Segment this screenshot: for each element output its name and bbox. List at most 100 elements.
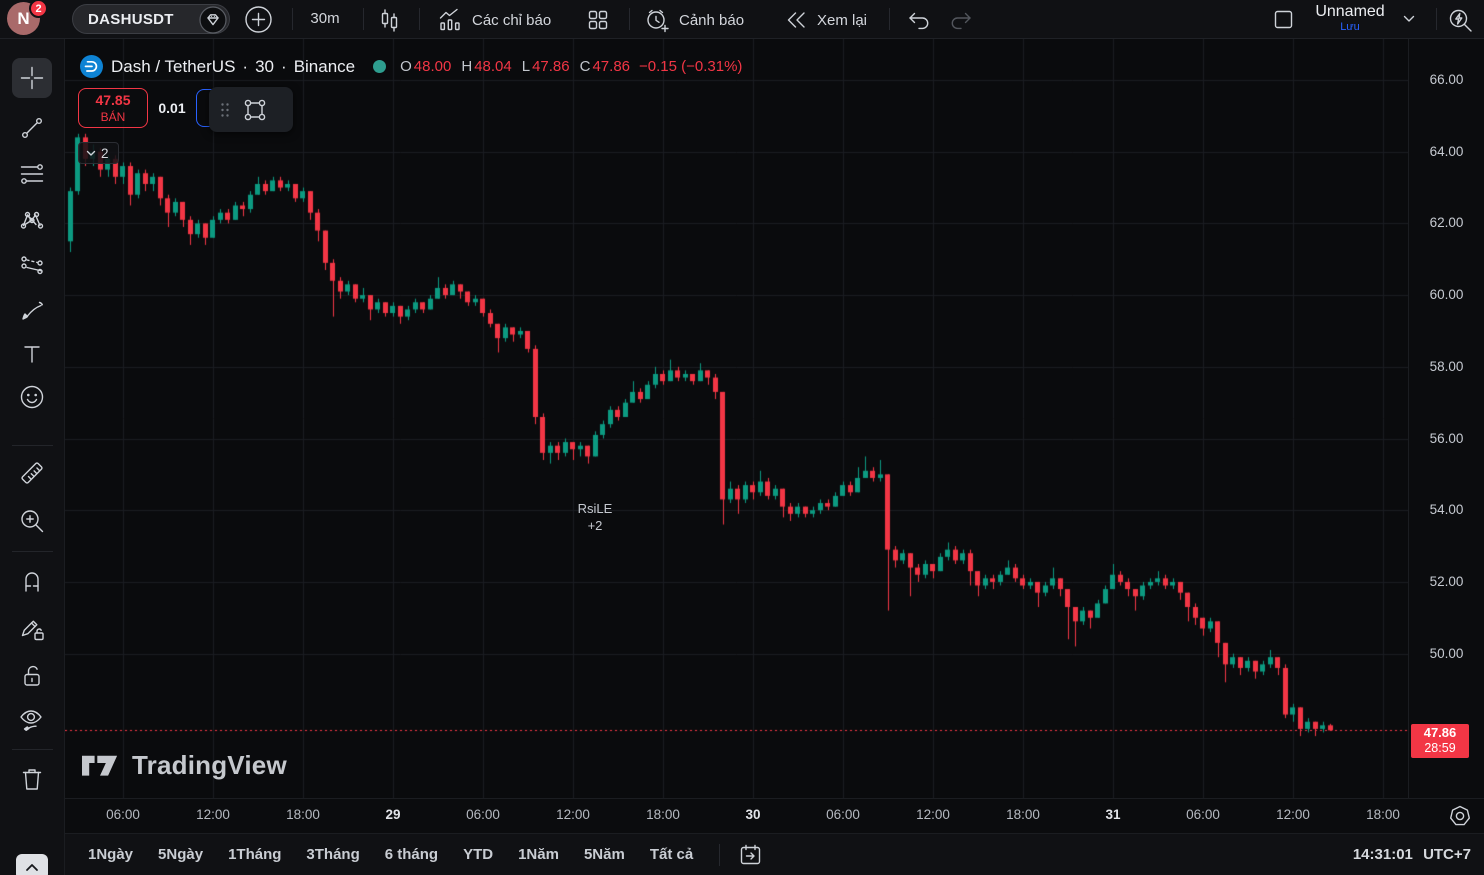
legend-exchange[interactable]: Binance xyxy=(293,56,356,76)
time-tick-day: 29 xyxy=(385,807,401,822)
go-to-date-button[interactable] xyxy=(738,842,763,867)
signal-label: RsiLE +2 xyxy=(577,501,613,534)
replay-button[interactable]: Xem lại xyxy=(784,8,867,32)
object-tree-collapse-button[interactable]: 2 xyxy=(78,142,119,164)
redo-button[interactable] xyxy=(950,9,974,31)
range-buttons: 1Ngày 5Ngày 1Tháng 3Tháng 6 tháng YTD 1Năm 5Năm… xyxy=(88,846,693,863)
layout-chevron-button[interactable] xyxy=(1402,14,1416,24)
fib-retracement-tool[interactable] xyxy=(12,154,52,194)
price-tick: 60.00 xyxy=(1429,287,1464,302)
emoji-tool[interactable] xyxy=(12,377,52,417)
time-tick: 12:00 xyxy=(916,807,950,822)
replay-label: Xem lại xyxy=(817,11,868,29)
chevron-down-icon xyxy=(1403,15,1415,22)
trade-panel: 47.85 BÁN 0.01 xyxy=(78,87,293,132)
time-tick: 18:00 xyxy=(1366,807,1400,822)
layout-name: Unnamed xyxy=(1315,3,1385,20)
range-button[interactable]: 5Ngày xyxy=(158,846,204,863)
crosshair-tool[interactable] xyxy=(12,58,52,98)
layout-button[interactable] xyxy=(1272,8,1295,31)
legend-interval[interactable]: 30 xyxy=(255,56,275,76)
selection-tool-icon[interactable] xyxy=(240,95,270,125)
range-button[interactable]: 6 tháng xyxy=(384,846,439,863)
alert-button[interactable]: Cảnh báo xyxy=(644,7,744,34)
symbol-search-button[interactable]: DASHUSDT xyxy=(72,4,230,34)
toolbar-divider xyxy=(419,8,420,30)
change-value: −0.15 (−0.31%) xyxy=(639,58,743,75)
range-button[interactable]: 5Năm xyxy=(583,846,625,863)
price-tick: 62.00 xyxy=(1429,215,1464,230)
save-layout-button[interactable]: Unnamed Lưu xyxy=(1303,2,1397,33)
sell-button[interactable]: 47.85 BÁN xyxy=(78,88,148,128)
quantity-field[interactable]: 0.01 xyxy=(158,100,186,116)
clock[interactable]: 14:31:01 UTC+7 xyxy=(1353,846,1471,863)
bar-countdown: 28:59 xyxy=(1424,741,1456,755)
dash-logo-icon xyxy=(80,55,103,78)
save-label[interactable]: Lưu xyxy=(1340,21,1360,33)
market-status-icon[interactable] xyxy=(373,60,387,73)
projection-tool[interactable] xyxy=(12,245,52,285)
range-button[interactable]: 3Tháng xyxy=(306,846,360,863)
grid-templates-icon xyxy=(588,10,608,30)
open-value: 48.00 xyxy=(413,58,452,75)
last-price-tag: 47.86 28:59 xyxy=(1411,724,1469,758)
toolbar-divider xyxy=(719,843,721,866)
range-button[interactable]: 1Tháng xyxy=(228,846,282,863)
range-button[interactable]: 1Ngày xyxy=(88,846,134,863)
close-value: 47.86 xyxy=(592,58,631,75)
toolbar-divider xyxy=(1436,8,1437,30)
time-tick: 18:00 xyxy=(646,807,680,822)
time-tick: 06:00 xyxy=(1186,807,1220,822)
zoom-in-tool[interactable] xyxy=(12,501,52,541)
range-button[interactable]: 1Năm xyxy=(518,846,559,863)
undo-button[interactable] xyxy=(906,9,930,31)
range-button[interactable]: Tất cả xyxy=(649,846,694,863)
quick-search-button[interactable] xyxy=(1446,6,1474,34)
magnet-mode-tool[interactable] xyxy=(12,561,52,601)
brush-tool[interactable] xyxy=(12,290,52,330)
toolbar-divider xyxy=(629,8,630,30)
time-tick-day: 31 xyxy=(1105,807,1121,822)
measure-tool[interactable] xyxy=(12,453,52,493)
drag-handle[interactable] xyxy=(220,102,230,118)
toolbar-divider xyxy=(889,8,890,30)
text-tool[interactable] xyxy=(12,334,52,374)
diamond-icon xyxy=(199,6,227,34)
toolbar-divider xyxy=(292,8,293,30)
toolbar-divider xyxy=(12,551,53,552)
indicator-templates-button[interactable] xyxy=(586,8,610,32)
time-axis[interactable]: 06:00 12:00 18:00 29 06:00 12:00 18:00 30 06:00 1… xyxy=(65,798,1484,833)
price-tick: 54.00 xyxy=(1429,502,1464,517)
compare-add-symbol-button[interactable] xyxy=(244,5,273,34)
trend-line-tool[interactable] xyxy=(12,108,52,148)
symbol-title[interactable]: Dash / TetherUS xyxy=(111,56,236,76)
sell-label: BÁN xyxy=(100,110,126,124)
hide-drawings-tool[interactable] xyxy=(12,699,52,739)
price-tick: 50.00 xyxy=(1429,646,1464,661)
remove-drawings-tool[interactable] xyxy=(12,759,52,799)
price-axis[interactable]: 66.00 64.00 62.00 60.00 58.00 56.00 54.00 52.00… xyxy=(1408,39,1484,798)
axis-settings-button[interactable] xyxy=(1447,803,1473,829)
lock-all-drawings-tool[interactable] xyxy=(12,656,52,696)
drawing-toolbar xyxy=(0,39,65,875)
notification-badge: 2 xyxy=(29,0,48,18)
chart-style-button[interactable] xyxy=(377,7,402,32)
time-tick: 18:00 xyxy=(1006,807,1040,822)
interval-button[interactable]: 30m xyxy=(310,10,340,27)
chevron-down-icon xyxy=(86,150,96,156)
xabcd-pattern-tool[interactable] xyxy=(12,200,52,240)
price-tick: 52.00 xyxy=(1429,574,1464,589)
symbol-name: DASHUSDT xyxy=(88,10,174,28)
toolbar-divider xyxy=(363,8,364,30)
range-button[interactable]: YTD xyxy=(463,846,494,863)
stay-in-drawing-mode-tool[interactable] xyxy=(12,609,52,649)
indicators-icon xyxy=(439,8,460,31)
sell-price: 47.85 xyxy=(95,92,131,108)
tradingview-watermark: TradingView xyxy=(81,750,287,781)
show-favorites-expand-button[interactable] xyxy=(16,854,48,875)
candlestick-chart[interactable] xyxy=(65,39,1408,798)
indicators-button[interactable]: Các chỉ báo xyxy=(437,7,551,33)
